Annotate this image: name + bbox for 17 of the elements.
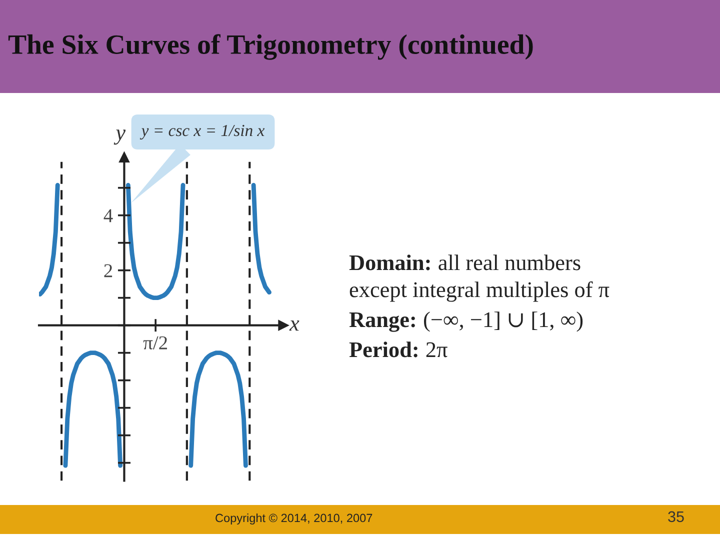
text: 35 [668,511,684,522]
line-series [126,182,186,300]
text: Copyright © 2014, 2010, 2007 [216,513,372,525]
text: y = csc x = 1/sin x [140,124,265,140]
chart-title: The Six Curves of Trigonometry (continued) [8,34,533,60]
line-series [251,182,272,295]
x-tick-label: π/2 [143,336,167,350]
line-series [188,350,248,468]
text: Domain: all real numbers except integral multiples of π [349,254,610,302]
y-axis-title: y [114,130,126,145]
x-axis-title: x [289,320,300,331]
text: Period: 2π [349,342,448,358]
y-tick-label: 4 [104,209,113,222]
line-series [39,182,60,296]
text: Range: (−∞, −1] ∪ [1, ∞) [349,312,583,332]
y-tick-label: 2 [104,264,112,278]
line-series [63,350,123,468]
